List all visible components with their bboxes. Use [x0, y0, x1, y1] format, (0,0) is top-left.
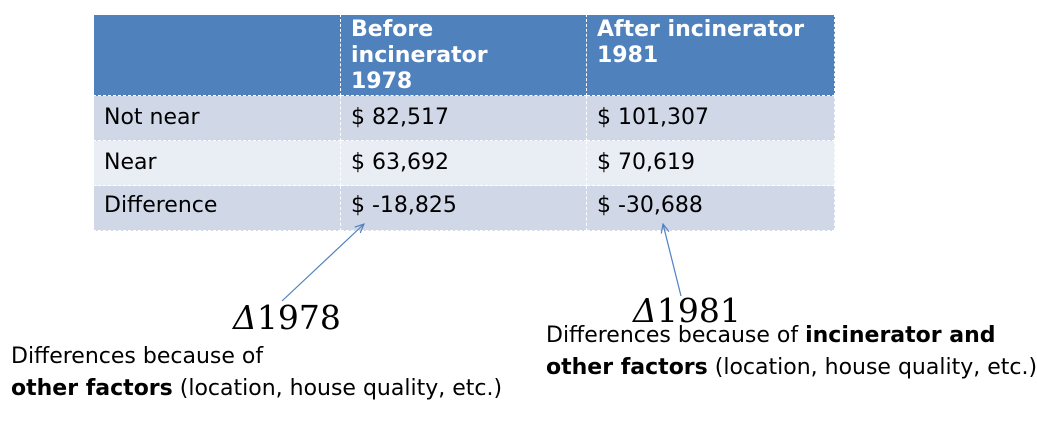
delta-1978-label: Δ1978 [233, 300, 341, 336]
price-table: Before incinerator 1978 After incinerato… [93, 14, 835, 231]
note-1978-rest: (location, house quality, etc.) [172, 376, 503, 401]
header-after-line2: 1981 [597, 43, 659, 68]
header-before-line1: Before incinerator [351, 17, 488, 68]
cell-after: $ 101,307 [586, 95, 835, 141]
header-after-line1: After incinerator [597, 17, 805, 42]
table-row: Near $ 63,692 $ 70,619 [93, 140, 835, 186]
note-1981-rest: (location, house quality, etc.) [707, 355, 1037, 380]
cell-after: $ -30,688 [586, 185, 835, 231]
note-1978: Differences because of other factors (lo… [11, 341, 502, 405]
header-row: Before incinerator 1978 After incinerato… [93, 14, 835, 96]
note-1978-bold: other factors [11, 376, 173, 401]
note-1981-line1: Differences because of incinerator and [546, 320, 1037, 352]
row-label: Near [93, 140, 341, 186]
note-1981: Differences because of incinerator and o… [546, 320, 1037, 384]
delta-year: 1978 [256, 298, 341, 337]
note-1981-line2: other factors (location, house quality, … [546, 352, 1037, 384]
note-1981-plain: Differences because of [546, 323, 806, 348]
delta-1981-label: Δ1981 [633, 293, 741, 329]
cell-before: $ -18,825 [340, 185, 587, 231]
table-row: Not near $ 82,517 $ 101,307 [93, 95, 835, 141]
cell-before: $ 82,517 [340, 95, 587, 141]
arrow-1978 [281, 224, 364, 302]
delta-symbol: Δ [633, 291, 657, 330]
row-label: Difference [93, 185, 341, 231]
note-1981-bold1: incinerator and [805, 323, 996, 348]
note-1978-line1: Differences because of [11, 344, 264, 369]
header-cell-empty [93, 14, 341, 96]
table-row: Difference $ -18,825 $ -30,688 [93, 185, 835, 231]
delta-year: 1981 [656, 291, 741, 330]
arrow-1981 [663, 224, 682, 297]
cell-before: $ 63,692 [340, 140, 587, 186]
header-cell-after: After incinerator 1981 [586, 14, 835, 96]
cell-after: $ 70,619 [586, 140, 835, 186]
header-before-line2: 1978 [351, 69, 413, 94]
note-1981-bold2: other factors [546, 355, 708, 380]
note-1978-line2: other factors (location, house quality, … [11, 373, 502, 405]
delta-symbol: Δ [233, 298, 257, 337]
